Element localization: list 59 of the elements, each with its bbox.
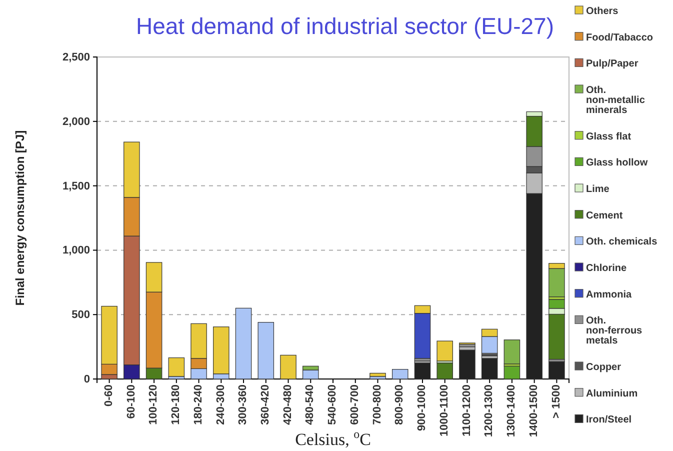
y-tick-label: 2,500 (62, 52, 90, 64)
legend-label: Food/Tabacco (586, 32, 654, 44)
x-tick-label: 60-100 (125, 384, 138, 419)
x-tick-label: 1200-1300 (483, 384, 496, 438)
bar (414, 362, 431, 380)
bar (392, 369, 408, 380)
bar (370, 376, 386, 380)
legend-label: Aluminium (586, 388, 638, 400)
x-tick-label: 100-120 (148, 384, 160, 425)
x-tick-label: > 1500 (550, 384, 562, 418)
x-axis-title: Celsius, $^{o}$C (295, 427, 371, 449)
x-tick-label: 900-1000 (416, 384, 428, 431)
legend-label: Chlorine (586, 263, 627, 274)
legend-label: Pulp/Paper (586, 58, 638, 70)
x-tick-label: 0-60 (102, 384, 115, 407)
y-tick-label: 500 (72, 309, 90, 322)
bar (481, 358, 498, 380)
x-tick-label: 300-360 (237, 384, 250, 425)
x-tick-label: 1400-1500 (528, 384, 540, 438)
y-tick-label: 1,000 (62, 244, 90, 257)
legend-label: Oth. chemicals (586, 236, 658, 248)
x-tick-label: 360-420 (259, 384, 272, 425)
bar (370, 372, 386, 377)
x-tick-label: 800-900 (394, 384, 406, 425)
y-tick-label: 2,000 (62, 116, 90, 128)
x-tick-label: 600-700 (348, 384, 361, 425)
legend-label: Ammonia (586, 289, 632, 300)
x-tick-label: 180-240 (192, 384, 204, 425)
bar (235, 308, 252, 380)
x-tick-label: 1100-1200 (460, 384, 473, 436)
legend-label: Oth. non-metallic minerals (586, 85, 646, 116)
y-axis-title: Final energy consumption [PJ] (13, 130, 27, 306)
legend-label: Oth. non-ferrous metals (586, 316, 643, 347)
bar (168, 357, 185, 377)
legend-label: Copper (586, 362, 622, 373)
x-tick-label: 480-540 (304, 384, 316, 425)
x-tick-label: 540-600 (326, 384, 339, 425)
y-tick-label: 1,500 (62, 180, 90, 192)
bar (459, 350, 476, 380)
legend-label: Iron/Steel (586, 414, 632, 426)
x-tick-label: 1000-1100 (438, 384, 450, 436)
bar (504, 340, 520, 364)
legend-label: Glass flat (586, 131, 632, 142)
bar (280, 354, 296, 380)
legend-label: Cement (586, 210, 624, 222)
chart-title: Heat demand of industrial sector (EU-27) (136, 13, 554, 39)
y-tick-label: 0 (84, 374, 90, 386)
bar (302, 370, 319, 380)
x-tick-label: 120-180 (170, 384, 182, 425)
bar (504, 366, 520, 380)
x-tick-label: 240-300 (214, 384, 227, 425)
x-tick-label: 700-800 (371, 384, 384, 425)
legend-label: Glass hollow (586, 158, 648, 169)
x-tick-label: 420-480 (282, 384, 294, 425)
legend-label: Others (586, 6, 619, 17)
legend-label: Lime (586, 184, 610, 195)
bar (548, 361, 565, 380)
x-tick-label: 1300-1400 (506, 384, 518, 438)
bar (258, 322, 274, 380)
